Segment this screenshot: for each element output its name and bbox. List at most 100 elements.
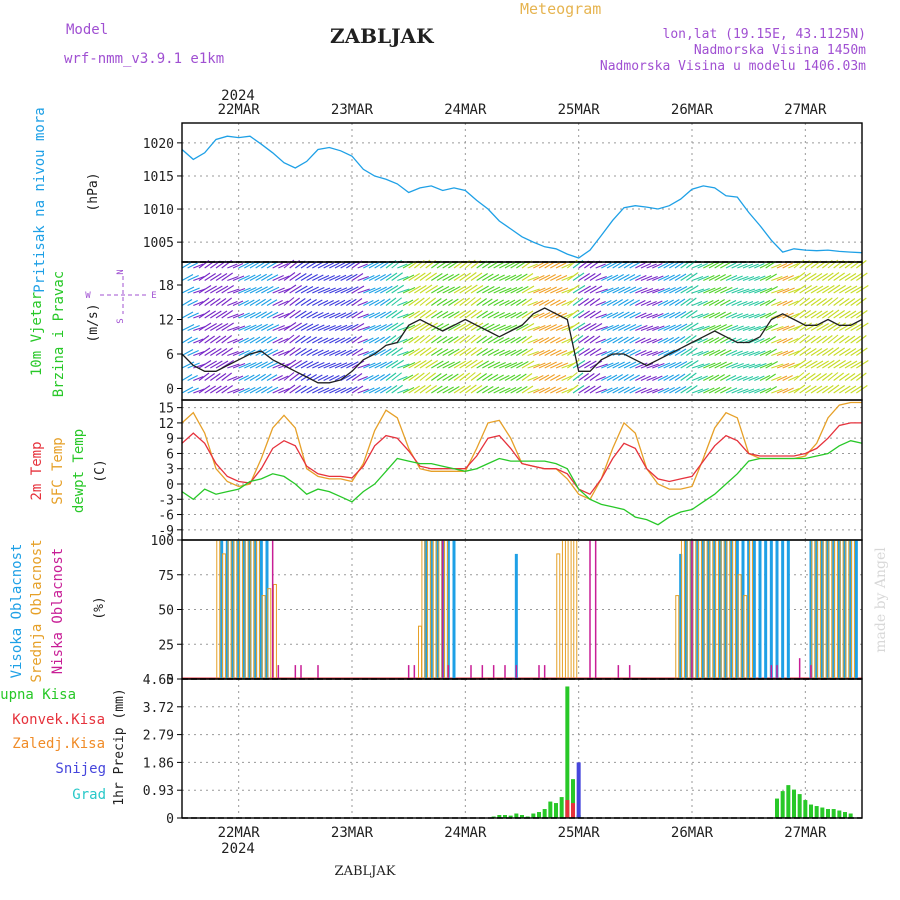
wind-barb (391, 372, 403, 381)
wind-barb (334, 312, 347, 319)
wind-barb (652, 275, 664, 282)
wind-barb (464, 259, 476, 269)
wind-barb (737, 313, 749, 319)
wind-barb (232, 312, 245, 319)
wind-barb (521, 335, 533, 344)
low-cloud-bar (492, 665, 495, 679)
wind-barb (198, 272, 211, 281)
wind-barb (402, 387, 415, 394)
wind-barb (487, 274, 500, 281)
mid-cloud-bar (561, 539, 566, 680)
wind-barb (351, 323, 365, 331)
wind-barb (697, 300, 708, 307)
y-tick-label: -9 (158, 524, 174, 539)
wind-barb (669, 374, 680, 381)
wind-barb (618, 336, 629, 344)
wind-barb (754, 350, 766, 357)
wind-barb (493, 387, 505, 394)
wind-barb (380, 335, 391, 344)
wind-barb (227, 313, 239, 319)
wind-barb (623, 324, 637, 331)
cloud-unit: (%) (92, 596, 107, 619)
wind-barb (368, 299, 380, 306)
wind-barb (510, 274, 522, 281)
wind-barb (771, 288, 784, 294)
wind-barb (703, 324, 716, 332)
wind-barb (799, 347, 811, 356)
wind-barb (436, 336, 448, 344)
wind-barb (363, 262, 374, 269)
wind-barb (850, 335, 861, 344)
wind-barb (334, 324, 348, 332)
wind-barb (776, 300, 788, 307)
wind-barb (476, 360, 489, 369)
wind-barb (249, 286, 263, 294)
panel-border (181, 261, 863, 401)
wind-barb (748, 363, 761, 369)
wind-barb (357, 263, 368, 269)
wind-barb (385, 285, 399, 294)
wind-barb (482, 361, 495, 369)
wind-barb (317, 387, 330, 394)
wind-barb (493, 374, 504, 381)
wind-barb (839, 348, 851, 356)
wind-barb (221, 347, 233, 356)
low-cloud-bar (628, 665, 631, 679)
wind-barb (374, 374, 385, 381)
wind-barb (595, 288, 608, 294)
wind-barb (782, 362, 795, 369)
high-cloud-bar (747, 540, 751, 679)
wind-barb (244, 287, 257, 294)
wind-barb (737, 375, 748, 382)
wind-barb (850, 373, 861, 381)
wind-barb (323, 300, 334, 306)
wind-barb (771, 263, 782, 269)
wind-barb (827, 347, 840, 356)
year-label-bottom: 2024 (221, 841, 255, 857)
wind-barb (538, 262, 550, 269)
wind-barb (238, 324, 251, 332)
wind-barb (606, 262, 618, 269)
wind-barb (612, 299, 623, 306)
wind-barb (589, 348, 602, 356)
wind-barb (448, 336, 459, 344)
wind-barb (227, 300, 238, 307)
wind-barb (742, 313, 755, 319)
wind-barb (555, 362, 569, 369)
wind-barb (595, 350, 607, 357)
mid-cloud-bar (850, 539, 855, 680)
wind-barb (697, 387, 709, 394)
wind-barb (266, 386, 279, 394)
wind-barb (720, 312, 732, 319)
wind-barb (499, 274, 511, 282)
wind-barb (657, 387, 670, 394)
wind-barb (572, 310, 585, 319)
wind-barb (606, 287, 620, 294)
wind-unit: (m/s) (86, 303, 101, 342)
low-cloud-bar (294, 665, 297, 679)
wind-barb (187, 262, 198, 269)
y-tick-label: 1020 (143, 137, 174, 152)
wind-barb (754, 362, 767, 369)
low-cloud-bar (691, 540, 693, 679)
wind-barb (544, 324, 557, 331)
wind-barb (482, 386, 494, 394)
wind-barb (703, 274, 715, 282)
wind-barb (527, 275, 539, 282)
wind-barb (561, 275, 573, 282)
wind-barb (459, 372, 470, 381)
wind-barb (640, 312, 653, 319)
wind-barb (414, 360, 427, 369)
wind-barb (334, 299, 346, 306)
wind-barb (278, 262, 289, 269)
high-cloud-bar (752, 540, 756, 679)
wind-barb (329, 274, 341, 282)
wind-barb (714, 336, 725, 344)
wind-barb (691, 363, 705, 369)
y-tick-label: 12 (158, 314, 174, 329)
wind-barb (720, 274, 732, 281)
wind-barb (771, 388, 783, 394)
wind-barb (402, 324, 416, 331)
wind-barb (550, 262, 561, 269)
wind-barb (368, 274, 381, 281)
